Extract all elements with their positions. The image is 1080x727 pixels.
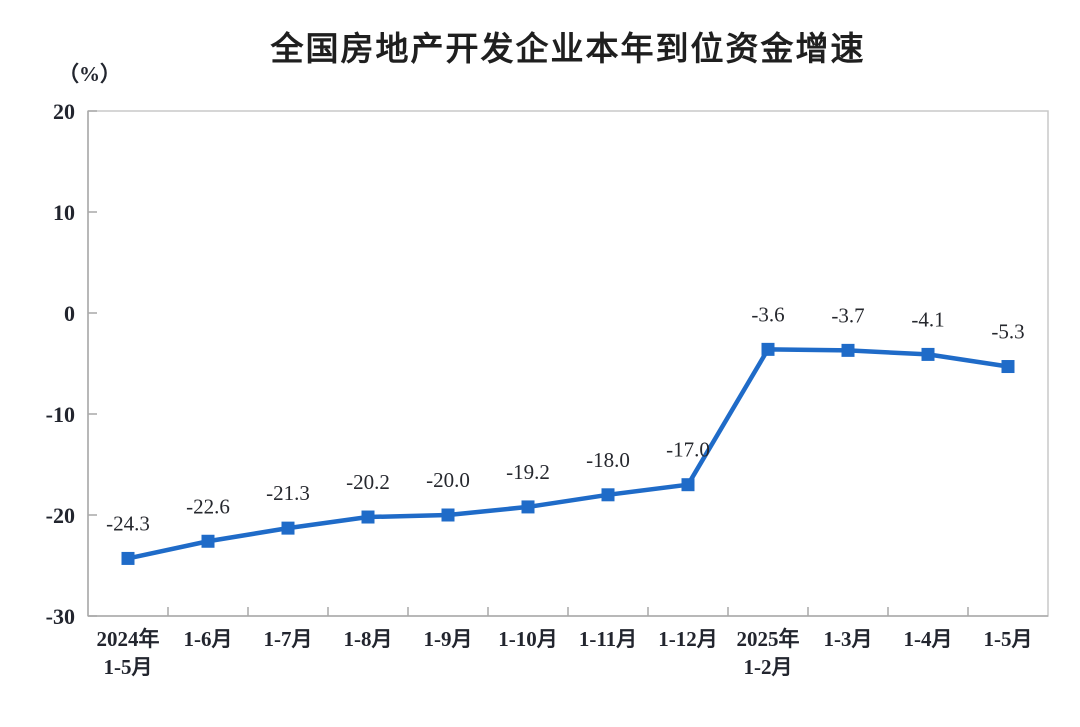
- data-point-label: -5.3: [991, 320, 1024, 344]
- chart-title: 全国房地产开发企业本年到位资金增速: [270, 30, 866, 67]
- y-axis-tick-label: -30: [46, 604, 75, 629]
- data-point-label: -21.3: [266, 481, 310, 505]
- x-axis-tick-label: 1-4月: [904, 627, 953, 651]
- x-axis-tick-label: 1-2月: [744, 655, 793, 679]
- x-axis-tick-label: 1-3月: [824, 627, 873, 651]
- x-axis-tick-label: 1-5月: [984, 627, 1033, 651]
- data-point-label: -22.6: [186, 494, 230, 518]
- data-point-marker: [601, 488, 615, 502]
- data-point-label: -20.0: [426, 468, 470, 492]
- x-axis-tick-label: 1-5月: [104, 655, 153, 679]
- data-point-marker: [921, 347, 935, 361]
- y-axis-tick-label: -20: [46, 503, 75, 528]
- data-point-marker: [841, 343, 855, 357]
- data-point-marker: [521, 500, 535, 514]
- y-axis-tick-label: 0: [64, 301, 75, 326]
- data-point-label: -24.3: [106, 511, 150, 535]
- data-point-label: -3.7: [831, 303, 864, 327]
- data-point-marker: [441, 508, 455, 522]
- y-axis-tick-label: 20: [53, 99, 75, 124]
- x-axis-tick-label: 1-8月: [344, 627, 393, 651]
- x-axis-tick-label: 1-12月: [658, 627, 718, 651]
- data-point-marker: [1001, 360, 1015, 374]
- data-point-label: -19.2: [506, 460, 550, 484]
- plot-box: [87, 110, 1049, 617]
- series-line: [125, 347, 1011, 561]
- data-point-marker: [761, 342, 775, 356]
- data-point-marker: [361, 510, 375, 524]
- y-axis-tick-label: 10: [53, 200, 75, 225]
- data-point-marker: [281, 521, 295, 535]
- x-axis-tick-label: 1-7月: [264, 627, 313, 651]
- data-point-label: -4.1: [911, 307, 944, 331]
- data-point-marker: [681, 478, 695, 492]
- x-axis-tick-label: 2025年: [737, 627, 800, 651]
- data-point-marker: [121, 551, 135, 565]
- data-point-marker: [201, 534, 215, 548]
- data-point-label: -18.0: [586, 448, 630, 472]
- data-point-label: -20.2: [346, 470, 390, 494]
- x-axis-tick-label: 1-10月: [498, 627, 558, 651]
- x-axis-tick-label: 2024年: [97, 627, 160, 651]
- x-axis-tick-label: 1-6月: [184, 627, 233, 651]
- x-axis-tick-label: 1-11月: [579, 627, 637, 651]
- y-axis-unit-label: （%）: [58, 62, 121, 86]
- data-point-label: -3.6: [751, 302, 784, 326]
- data-point-label: -17.0: [666, 438, 710, 462]
- x-axis-tick-label: 1-9月: [424, 627, 473, 651]
- y-axis-tick-label: -10: [46, 402, 75, 427]
